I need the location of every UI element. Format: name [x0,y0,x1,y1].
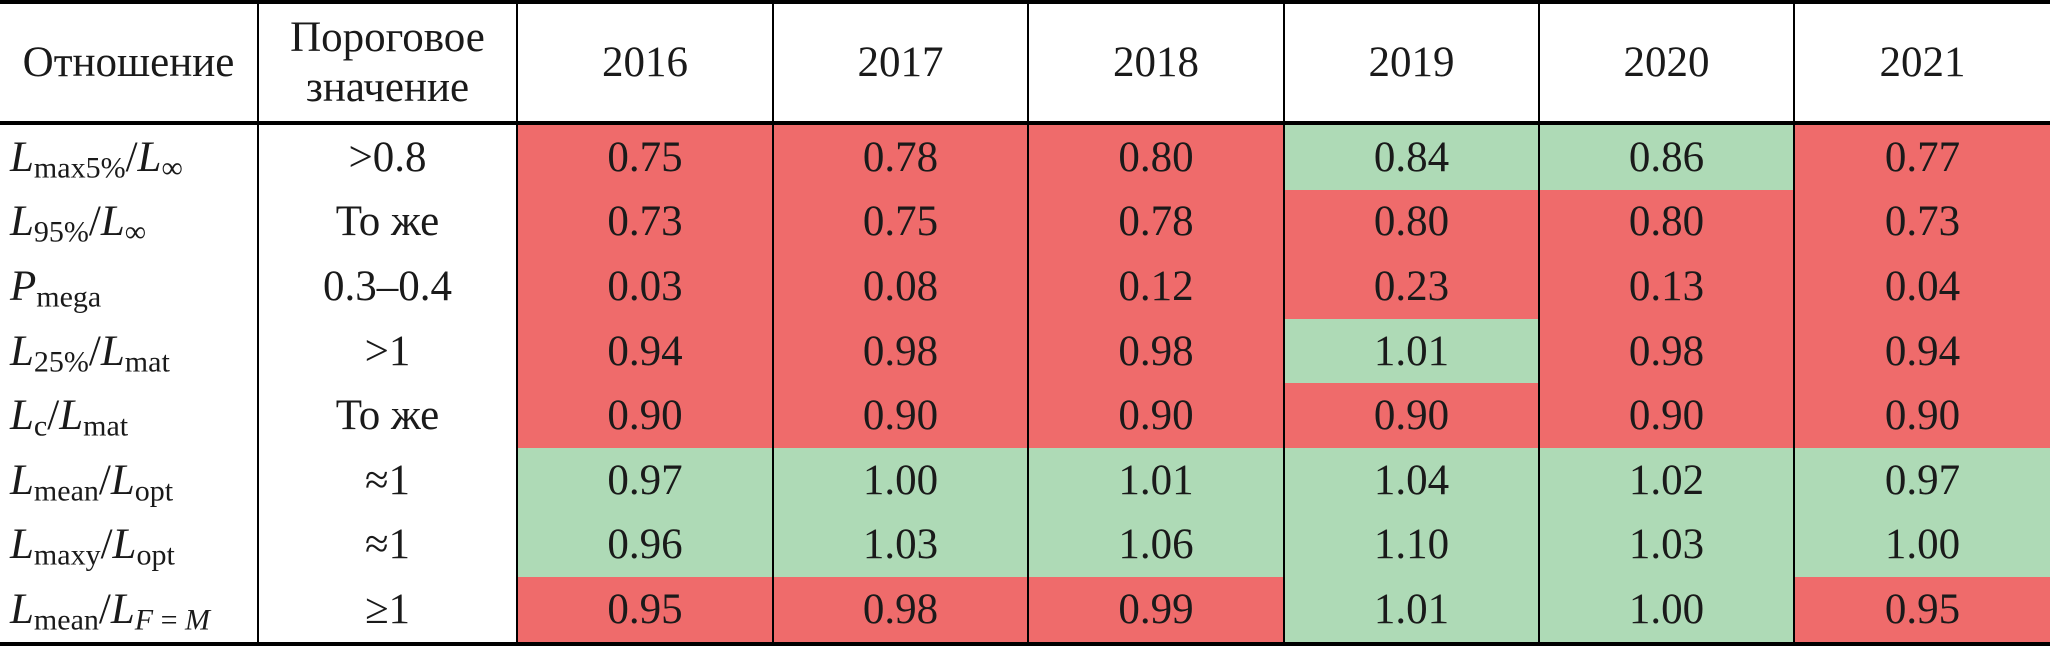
col-header-year-2020: 2020 [1538,2,1794,125]
value-cell-2018: 0.78 [1027,189,1284,255]
value-cell-2017: 0.08 [772,254,1028,319]
value-cell-2021: 0.90 [1793,383,2050,449]
value-cell-2019: 1.01 [1283,577,1539,644]
value-cell-2020: 0.80 [1538,189,1794,255]
value-cell-2020: 1.02 [1538,448,1794,513]
value-cell-2021: 0.73 [1793,189,2050,255]
table-row: L95%/L∞ То же 0.73 0.75 0.78 0.80 0.80 0.73 [0,189,2050,255]
col-header-year-2017: 2017 [772,2,1028,125]
row-label-ratio: L95%/L∞ [0,189,258,255]
threshold-value-cell: >1 [257,318,517,384]
row-label-ratio: Lmean/Lopt [0,448,258,513]
table-row: Lmaxy/Lopt ≈1 0.96 1.03 1.06 1.10 1.03 1.00 [0,512,2050,578]
value-cell-2021: 0.94 [1793,318,2050,384]
value-cell-2020: 0.90 [1538,383,1794,449]
value-cell-2016: 0.95 [516,577,773,644]
value-cell-2021: 0.04 [1793,254,2050,319]
threshold-value-cell: То же [257,189,517,255]
col-header-threshold: Пороговое значение [257,2,517,125]
header-row: Отношение Пороговое значение 2016 2017 2… [0,2,2050,125]
table-row: Pmega 0.3–0.4 0.03 0.08 0.12 0.23 0.13 0.04 [0,254,2050,319]
value-cell-2018: 0.90 [1027,383,1284,449]
value-cell-2019: 0.80 [1283,189,1539,255]
threshold-value-cell: 0.3–0.4 [257,254,517,319]
threshold-value-cell: >0.8 [257,123,517,190]
threshold-value-cell: ≥1 [257,577,517,644]
table-row: Lmax5%/L∞ >0.8 0.75 0.78 0.80 0.84 0.86 0.77 [0,123,2050,190]
value-cell-2019: 0.23 [1283,254,1539,319]
threshold-value-cell: То же [257,383,517,449]
threshold-value-cell: ≈1 [257,512,517,578]
value-cell-2018: 0.99 [1027,577,1284,644]
table-row: Lmean/Lopt ≈1 0.97 1.00 1.01 1.04 1.02 0.97 [0,448,2050,513]
table-row: Lc/Lmat То же 0.90 0.90 0.90 0.90 0.90 0.90 [0,383,2050,449]
value-cell-2017: 0.90 [772,383,1028,449]
value-cell-2017: 0.75 [772,189,1028,255]
row-label-ratio: L25%/Lmat [0,318,258,384]
value-cell-2017: 0.98 [772,577,1028,644]
value-cell-2020: 0.86 [1538,123,1794,190]
value-cell-2016: 0.73 [516,189,773,255]
value-cell-2017: 0.98 [772,318,1028,384]
value-cell-2019: 0.84 [1283,123,1539,190]
value-cell-2018: 0.12 [1027,254,1284,319]
value-cell-2017: 0.78 [772,123,1028,190]
row-label-ratio: Lmean/LF = M [0,577,258,644]
row-label-ratio: Lmaxy/Lopt [0,512,258,578]
table-body: Lmax5%/L∞ >0.8 0.75 0.78 0.80 0.84 0.86 0.77 L95… [0,123,2050,644]
value-cell-2020: 0.13 [1538,254,1794,319]
value-cell-2019: 1.01 [1283,318,1539,384]
value-cell-2021: 0.77 [1793,123,2050,190]
value-cell-2021: 0.97 [1793,448,2050,513]
value-cell-2016: 0.94 [516,318,773,384]
value-cell-2016: 0.97 [516,448,773,513]
value-cell-2017: 1.00 [772,448,1028,513]
col-header-ratio: Отношение [0,2,258,125]
row-label-ratio: Lmax5%/L∞ [0,123,258,190]
threshold-value-cell: ≈1 [257,448,517,513]
value-cell-2020: 1.03 [1538,512,1794,578]
value-cell-2019: 1.10 [1283,512,1539,578]
value-cell-2019: 1.04 [1283,448,1539,513]
value-cell-2021: 1.00 [1793,512,2050,578]
value-cell-2018: 0.80 [1027,123,1284,190]
value-cell-2016: 0.03 [516,254,773,319]
value-cell-2016: 0.75 [516,123,773,190]
col-header-year-2018: 2018 [1027,2,1284,125]
value-cell-2018: 1.06 [1027,512,1284,578]
value-cell-2017: 1.03 [772,512,1028,578]
col-header-year-2019: 2019 [1283,2,1539,125]
col-header-year-2016: 2016 [516,2,773,125]
table-row: L25%/Lmat >1 0.94 0.98 0.98 1.01 0.98 0.94 [0,318,2050,384]
value-cell-2020: 0.98 [1538,318,1794,384]
row-label-ratio: Pmega [0,254,258,319]
value-cell-2019: 0.90 [1283,383,1539,449]
col-header-year-2021: 2021 [1793,2,2050,125]
value-cell-2016: 0.90 [516,383,773,449]
row-label-ratio: Lc/Lmat [0,383,258,449]
value-cell-2018: 0.98 [1027,318,1284,384]
table-row: Lmean/LF = M ≥1 0.95 0.98 0.99 1.01 1.00 0.95 [0,577,2050,644]
value-cell-2016: 0.96 [516,512,773,578]
value-cell-2021: 0.95 [1793,577,2050,644]
value-cell-2020: 1.00 [1538,577,1794,644]
value-cell-2018: 1.01 [1027,448,1284,513]
